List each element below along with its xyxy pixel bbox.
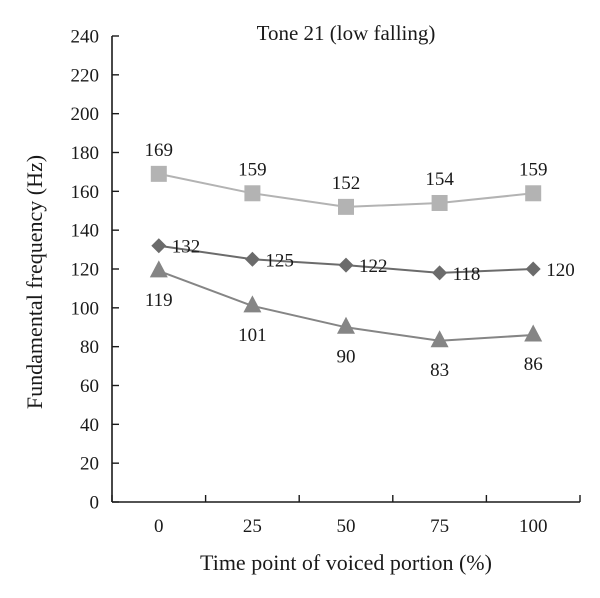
y-tick-label: 20 <box>80 454 99 475</box>
x-tick-label: 75 <box>430 516 449 537</box>
diamond-marker <box>151 238 167 254</box>
data-label: 132 <box>172 237 201 258</box>
y-tick-label: 180 <box>71 143 100 164</box>
series-square: 169 159 152 154 159 <box>145 140 548 215</box>
x-axis-title: Time point of voiced portion (%) <box>200 550 492 575</box>
diamond-marker <box>338 257 354 273</box>
data-label: 90 <box>337 346 356 367</box>
data-label: 101 <box>238 325 267 346</box>
y-tick-label: 120 <box>71 260 100 281</box>
series-triangle: 119 101 90 83 86 <box>145 260 543 381</box>
x-tick-label: 25 <box>243 516 262 537</box>
y-tick-label: 80 <box>80 337 99 358</box>
y-tick-label: 240 <box>71 27 100 48</box>
triangle-marker <box>243 295 262 313</box>
data-label: 125 <box>265 250 294 271</box>
triangle-marker <box>337 316 355 334</box>
y-tick-label: 160 <box>71 182 100 203</box>
y-tick-label: 60 <box>80 376 99 397</box>
series-diamond: 132 125 122 118 120 <box>151 237 575 285</box>
square-marker <box>338 198 354 215</box>
square-marker <box>244 185 261 202</box>
triangle-marker <box>149 260 168 278</box>
square-marker <box>431 194 448 211</box>
data-label: 120 <box>546 260 575 281</box>
square-marker <box>150 165 167 182</box>
data-label: 152 <box>332 173 361 194</box>
data-label: 169 <box>145 140 174 161</box>
data-label: 159 <box>238 159 267 180</box>
series-layer: 169 159 152 154 159 132 125 122 118 120 119 101 90 83… <box>145 140 575 381</box>
diamond-marker <box>525 261 541 277</box>
data-label: 86 <box>524 354 543 375</box>
y-tick-label: 220 <box>71 65 100 86</box>
x-tick-label: 100 <box>519 516 548 537</box>
triangle-marker <box>524 324 543 342</box>
x-tick-label: 0 <box>154 516 164 537</box>
y-tick-label: 140 <box>71 221 100 242</box>
data-label: 83 <box>430 360 449 381</box>
square-marker <box>525 185 542 202</box>
chart-title: Tone 21 (low falling) <box>257 21 436 45</box>
data-label: 118 <box>453 264 481 285</box>
data-label: 154 <box>425 169 454 190</box>
y-tick-label: 40 <box>80 415 99 436</box>
data-label: 159 <box>519 159 548 180</box>
diamond-marker <box>432 265 448 281</box>
y-axis-title: Fundamental frequency (Hz) <box>22 155 47 409</box>
data-label: 122 <box>359 256 388 277</box>
y-tick-label: 200 <box>71 104 100 125</box>
triangle-marker <box>430 330 449 348</box>
y-tick-label: 100 <box>71 298 100 319</box>
data-label: 119 <box>145 290 173 311</box>
diamond-marker <box>244 251 260 267</box>
x-tick-label: 50 <box>337 516 356 537</box>
y-tick-label: 0 <box>90 493 100 514</box>
axes: 0 20 40 60 80 100 120 140 160 180 200 220 240 0 25 50 75… <box>71 27 581 537</box>
